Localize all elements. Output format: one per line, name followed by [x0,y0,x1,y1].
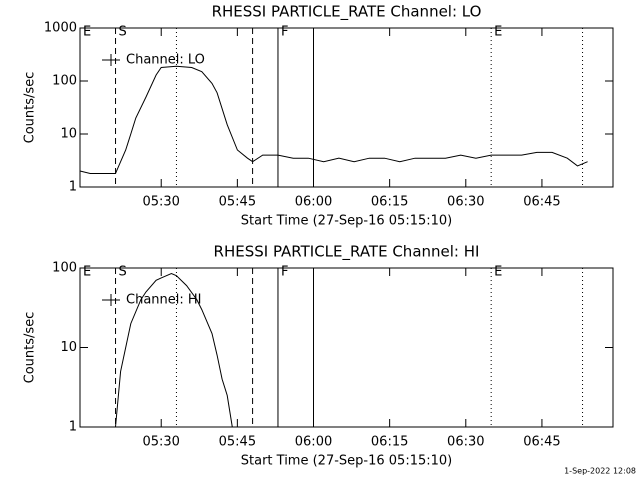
event-label: E [83,265,91,280]
x-tick-label: 06:30 [447,195,484,210]
y-tick-label: 100 [52,74,77,89]
y-tick-label: 10 [60,127,77,142]
event-label: F [281,25,288,40]
y-tick-label: 100 [52,261,77,276]
event-label: E [494,265,502,280]
chart-title: RHESSI PARTICLE_RATE Channel: LO [212,3,482,22]
x-tick-label: 05:45 [219,195,256,210]
y-tick-label: 1000 [44,21,77,36]
y-tick-label: 1 [69,420,77,435]
x-tick-label: 05:45 [219,435,256,450]
y-axis-title: Counts/sec [23,312,38,384]
x-tick-label: 05:30 [142,195,179,210]
event-label: E [494,25,502,40]
x-axis-title: Start Time (27-Sep-16 05:15:10) [241,454,452,469]
series-line [79,65,588,174]
x-tick-label: 06:15 [371,435,408,450]
x-tick-label: 06:15 [371,195,408,210]
footer: 1-Sep-2022 12:08 [564,467,636,476]
event-label: E [83,25,91,40]
y-tick-label: 1 [69,180,77,195]
legend-label: Channel: LO [126,53,205,68]
x-tick-label: 06:00 [295,435,332,450]
chart-title: RHESSI PARTICLE_RATE Channel: HI [214,243,480,262]
y-tick-label: 10 [60,340,77,355]
x-tick-label: 06:45 [523,195,560,210]
y-axis-title: Counts/sec [23,72,38,144]
event-label: F [281,265,288,280]
x-tick-label: 06:45 [523,435,560,450]
event-label: S [119,25,127,40]
x-tick-label: 06:00 [295,195,332,210]
x-tick-label: 06:30 [447,435,484,450]
event-label: S [119,265,127,280]
x-tick-label: 05:30 [142,435,179,450]
x-axis-title: Start Time (27-Sep-16 05:15:10) [241,214,452,229]
legend-label: Channel: HI [126,293,202,308]
series-line [115,273,233,428]
